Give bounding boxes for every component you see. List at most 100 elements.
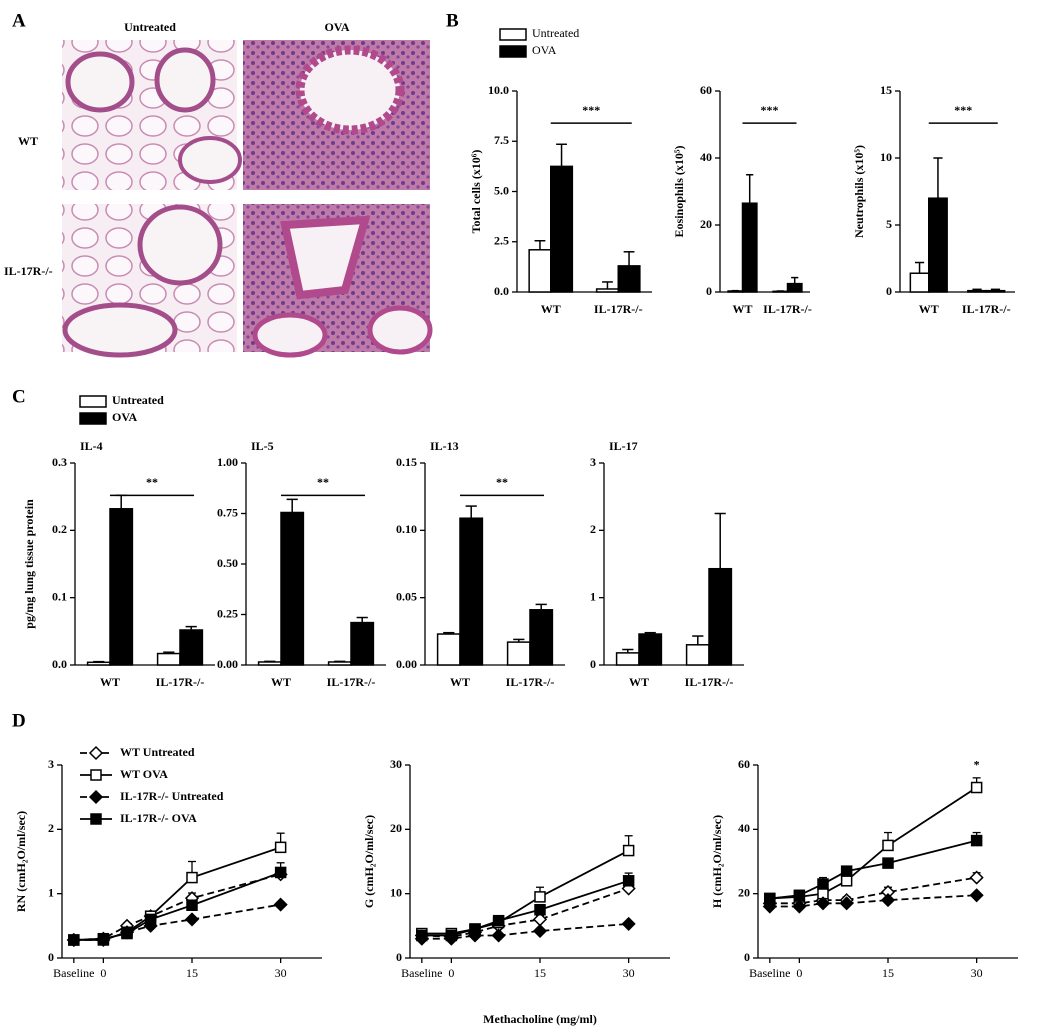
y-tick-label: 0: [706, 284, 712, 298]
bar: [772, 290, 789, 293]
marker: [534, 891, 546, 903]
bar: [685, 644, 710, 666]
y-tick-label: 5.0: [494, 183, 509, 197]
panel-label: C: [12, 386, 26, 407]
y-tick-label: 0: [48, 950, 54, 964]
y-tick-label: 0.05: [396, 589, 417, 603]
x-tick-label: 15: [882, 966, 894, 980]
bar: [327, 661, 352, 666]
chart-title: IL-17: [609, 439, 638, 453]
bar: [280, 511, 305, 666]
marker: [184, 912, 200, 927]
x-tick-label: Baseline: [53, 966, 94, 980]
bar: [156, 652, 181, 666]
y-axis-label: G (cmH₂O/ml/sec): [362, 815, 376, 908]
legend-label: IL-17R-/- Untreated: [120, 789, 224, 803]
y-tick-label: 60: [738, 757, 750, 771]
y-tick-label: 0.10: [396, 522, 417, 536]
significance-label: ***: [761, 103, 779, 117]
marker: [839, 896, 854, 911]
x-tick-label: 0: [448, 966, 454, 980]
y-tick-label: 0.00: [217, 657, 238, 671]
y-tick-label: 0.50: [217, 556, 238, 570]
marker: [121, 927, 133, 940]
bar: [459, 517, 484, 666]
y-axis-label: RN (cmH₂O/ml/sec): [14, 811, 28, 912]
marker: [88, 789, 104, 805]
histology-images: [62, 40, 433, 358]
series-line: [73, 871, 281, 941]
marker: [882, 839, 894, 852]
legend-swatch: [79, 395, 107, 408]
x-tick-label: 30: [971, 966, 983, 980]
x-tick-label: 30: [623, 966, 635, 980]
bar: [985, 289, 1006, 293]
legend-label: OVA: [112, 410, 137, 424]
series-line: [73, 846, 281, 941]
marker: [273, 897, 288, 912]
legend-label: WT OVA: [120, 767, 168, 781]
marker: [90, 769, 102, 781]
y-tick-label: 10: [390, 885, 402, 899]
y-tick-label: 0.2: [52, 522, 67, 536]
marker: [840, 875, 853, 887]
bar: [529, 609, 554, 666]
x-tick-label: WT: [919, 302, 939, 316]
col-label: Untreated: [124, 20, 176, 34]
y-tick-label: 0: [396, 950, 402, 964]
x-axis-label: Methacholine (mg/ml): [483, 1012, 597, 1026]
x-tick-label: Baseline: [401, 966, 442, 980]
bar: [506, 641, 531, 666]
marker: [491, 928, 506, 943]
y-tick-label: 1.00: [217, 455, 238, 469]
bar: [617, 265, 641, 293]
legend-swatch: [79, 412, 107, 425]
marker: [815, 896, 831, 911]
marker: [840, 865, 853, 877]
y-tick-label: 7.5: [494, 133, 509, 147]
x-tick-label: WT: [732, 302, 752, 316]
marker: [792, 899, 807, 914]
bar: [179, 629, 204, 666]
y-axis-label: pg/mg lung tissue protein: [22, 499, 36, 629]
x-tick-label: IL-17R-/-: [506, 675, 555, 689]
x-tick-label: 15: [534, 966, 546, 980]
bar: [528, 249, 552, 293]
bar: [436, 633, 461, 666]
marker: [621, 916, 636, 931]
marker: [469, 923, 481, 935]
marker: [492, 914, 505, 927]
marker: [144, 913, 157, 926]
x-tick-label: WT: [450, 675, 470, 689]
row-label: WT: [18, 134, 38, 148]
y-tick-label: 30: [390, 757, 402, 771]
marker: [969, 870, 984, 885]
x-tick-label: IL-17R-/-: [327, 675, 376, 689]
marker: [969, 888, 984, 903]
x-tick-label: Baseline: [749, 966, 790, 980]
bar: [741, 202, 758, 293]
marker: [274, 866, 287, 879]
marker: [97, 932, 110, 945]
marker: [970, 781, 983, 794]
marker: [534, 904, 546, 916]
y-tick-label: 0: [744, 950, 750, 964]
legend-label: WT Untreated: [120, 745, 195, 759]
y-tick-label: 40: [700, 150, 712, 164]
marker: [622, 844, 635, 857]
y-tick-label: 0.00: [396, 657, 417, 671]
y-tick-label: 15: [880, 83, 892, 97]
chart-title: IL-4: [80, 439, 103, 453]
significance-label: **: [317, 475, 329, 489]
y-axis-label: Eosinophils (x10⁵): [672, 146, 686, 238]
y-tick-label: 5: [886, 217, 892, 231]
legend-label: Untreated: [532, 26, 579, 40]
legend-label: OVA: [532, 43, 557, 57]
marker: [882, 857, 894, 869]
x-tick-label: IL-17R-/-: [685, 675, 734, 689]
panel-label: A: [12, 10, 26, 31]
bar: [257, 661, 282, 666]
x-tick-label: 30: [275, 966, 287, 980]
x-tick-label: 15: [186, 966, 198, 980]
bar: [550, 165, 574, 293]
